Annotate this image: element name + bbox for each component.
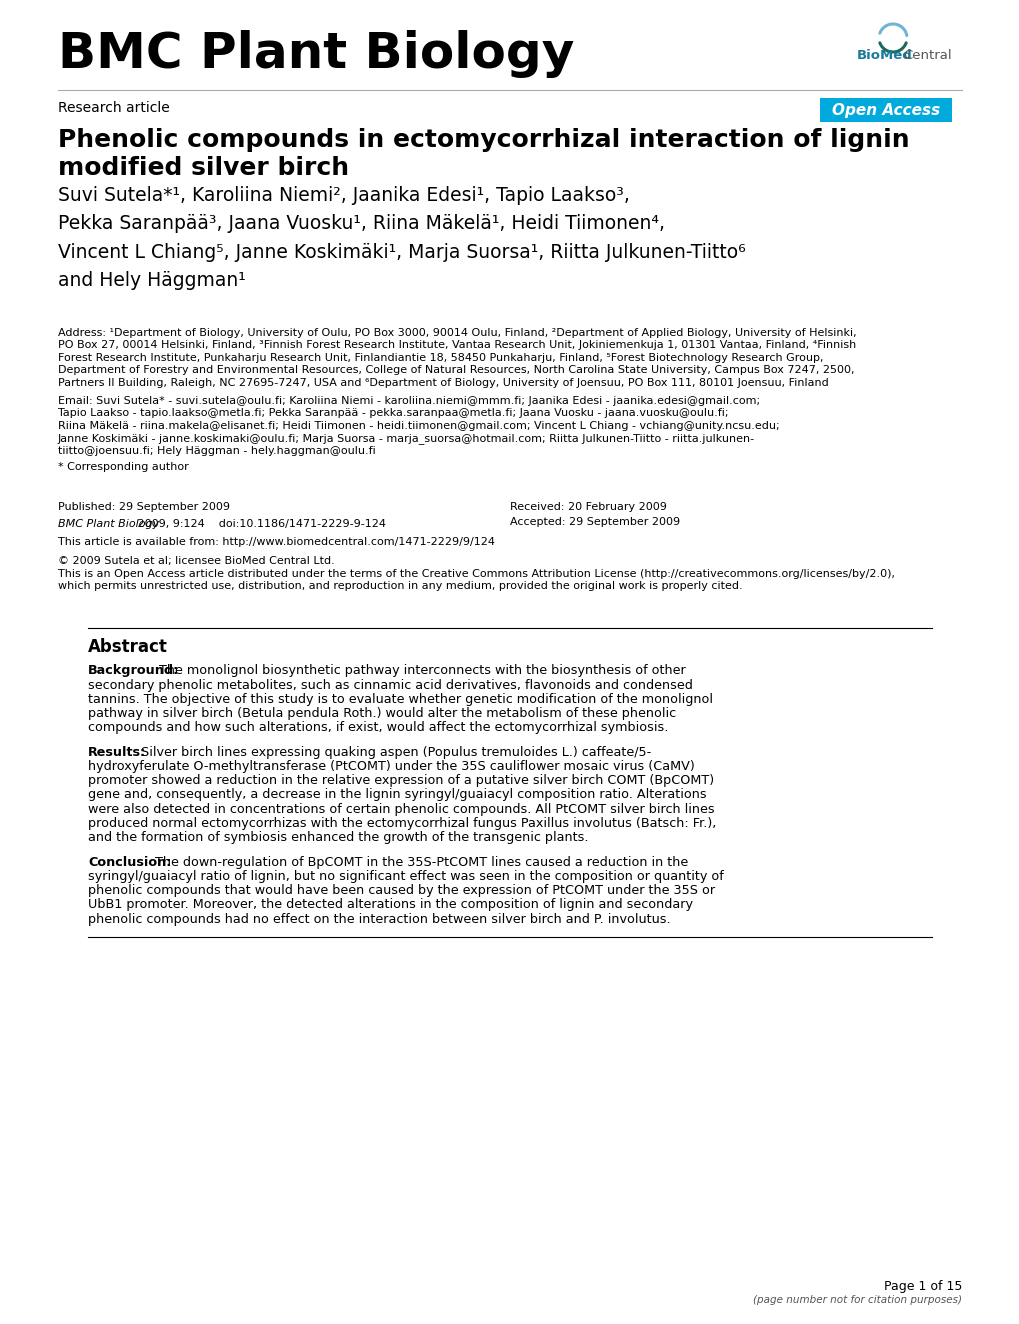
Text: gene and, consequently, a decrease in the lignin syringyl/guaiacyl composition r: gene and, consequently, a decrease in th… — [88, 789, 706, 801]
Text: Email: Suvi Sutela* - suvi.sutela@oulu.fi; Karoliina Niemi - karoliina.niemi@mmm: Email: Suvi Sutela* - suvi.sutela@oulu.f… — [58, 396, 759, 406]
Text: compounds and how such alterations, if exist, would affect the ectomycorrhizal s: compounds and how such alterations, if e… — [88, 722, 667, 735]
Text: Results:: Results: — [88, 745, 146, 759]
Text: UbB1 promoter. Moreover, the detected alterations in the composition of lignin a: UbB1 promoter. Moreover, the detected al… — [88, 898, 692, 911]
Text: phenolic compounds that would have been caused by the expression of PtCOMT under: phenolic compounds that would have been … — [88, 884, 714, 898]
Text: Open Access: Open Access — [832, 102, 940, 118]
Text: syringyl/guaiacyl ratio of lignin, but no significant effect was seen in the com: syringyl/guaiacyl ratio of lignin, but n… — [88, 870, 723, 883]
Text: Janne Koskimäki - janne.koskimaki@oulu.fi; Marja Suorsa - marja_suorsa@hotmail.c: Janne Koskimäki - janne.koskimaki@oulu.f… — [58, 433, 754, 444]
Text: and the formation of symbiosis enhanced the growth of the transgenic plants.: and the formation of symbiosis enhanced … — [88, 831, 588, 845]
Text: Pekka Saranpää³, Jaana Vuosku¹, Riina Mäkelä¹, Heidi Tiimonen⁴,: Pekka Saranpää³, Jaana Vuosku¹, Riina Mä… — [58, 214, 664, 233]
FancyBboxPatch shape — [819, 98, 951, 122]
Text: which permits unrestricted use, distribution, and reproduction in any medium, pr: which permits unrestricted use, distribu… — [58, 581, 742, 592]
Text: Partners II Building, Raleigh, NC 27695-7247, USA and ⁶Department of Biology, Un: Partners II Building, Raleigh, NC 27695-… — [58, 377, 828, 388]
Text: produced normal ectomycorrhizas with the ectomycorrhizal fungus Paxillus involut: produced normal ectomycorrhizas with the… — [88, 817, 715, 830]
Text: Vincent L Chiang⁵, Janne Koskimäki¹, Marja Suorsa¹, Riitta Julkunen-Tiitto⁶: Vincent L Chiang⁵, Janne Koskimäki¹, Mar… — [58, 242, 745, 262]
Text: Research article: Research article — [58, 101, 169, 115]
Text: modified silver birch: modified silver birch — [58, 156, 348, 180]
Text: Tapio Laakso - tapio.laakso@metla.fi; Pekka Saranpää - pekka.saranpaa@metla.fi; : Tapio Laakso - tapio.laakso@metla.fi; Pe… — [58, 408, 728, 418]
Text: Silver birch lines expressing quaking aspen (Populus tremuloides L.) caffeate/5-: Silver birch lines expressing quaking as… — [141, 745, 650, 759]
Text: Accepted: 29 September 2009: Accepted: 29 September 2009 — [510, 516, 680, 527]
Text: Published: 29 September 2009: Published: 29 September 2009 — [58, 502, 229, 512]
Text: This is an Open Access article distributed under the terms of the Creative Commo: This is an Open Access article distribut… — [58, 569, 894, 579]
Text: Forest Research Institute, Punkaharju Research Unit, Finlandiantie 18, 58450 Pun: Forest Research Institute, Punkaharju Re… — [58, 352, 822, 363]
Text: hydroxyferulate O-methyltransferase (PtCOMT) under the 35S cauliflower mosaic vi: hydroxyferulate O-methyltransferase (PtC… — [88, 760, 694, 773]
Text: BMC Plant Biology: BMC Plant Biology — [58, 519, 159, 528]
Text: Background:: Background: — [88, 665, 179, 678]
Text: tiitto@joensuu.fi; Hely Häggman - hely.haggman@oulu.fi: tiitto@joensuu.fi; Hely Häggman - hely.h… — [58, 446, 375, 455]
Text: The monolignol biosynthetic pathway interconnects with the biosynthesis of other: The monolignol biosynthetic pathway inte… — [159, 665, 685, 678]
Text: 2009, 9:124    doi:10.1186/1471-2229-9-124: 2009, 9:124 doi:10.1186/1471-2229-9-124 — [133, 519, 385, 528]
Text: * Corresponding author: * Corresponding author — [58, 462, 189, 471]
Text: were also detected in concentrations of certain phenolic compounds. All PtCOMT s: were also detected in concentrations of … — [88, 802, 714, 816]
Text: promoter showed a reduction in the relative expression of a putative silver birc: promoter showed a reduction in the relat… — [88, 775, 713, 788]
Text: © 2009 Sutela et al; licensee BioMed Central Ltd.: © 2009 Sutela et al; licensee BioMed Cen… — [58, 556, 334, 565]
Text: PO Box 27, 00014 Helsinki, Finland, ³Finnish Forest Research Institute, Vantaa R: PO Box 27, 00014 Helsinki, Finland, ³Fin… — [58, 340, 855, 351]
Text: Riina Mäkelä - riina.makela@elisanet.fi; Heidi Tiimonen - heidi.tiimonen@gmail.c: Riina Mäkelä - riina.makela@elisanet.fi;… — [58, 421, 779, 430]
Text: phenolic compounds had no effect on the interaction between silver birch and P. : phenolic compounds had no effect on the … — [88, 912, 669, 925]
Text: Conclusion:: Conclusion: — [88, 855, 171, 869]
Text: pathway in silver birch (Betula pendula Roth.) would alter the metabolism of the: pathway in silver birch (Betula pendula … — [88, 707, 676, 720]
Text: The down-regulation of BpCOMT in the 35S-PtCOMT lines caused a reduction in the: The down-regulation of BpCOMT in the 35S… — [155, 855, 688, 869]
Text: Address: ¹Department of Biology, University of Oulu, PO Box 3000, 90014 Oulu, Fi: Address: ¹Department of Biology, Univers… — [58, 328, 856, 338]
Text: secondary phenolic metabolites, such as cinnamic acid derivatives, flavonoids an: secondary phenolic metabolites, such as … — [88, 679, 692, 691]
Text: Department of Forestry and Environmental Resources, College of Natural Resources: Department of Forestry and Environmental… — [58, 365, 854, 375]
Text: Received: 20 February 2009: Received: 20 February 2009 — [510, 502, 666, 512]
Text: BioMed: BioMed — [856, 49, 912, 62]
Text: Phenolic compounds in ectomycorrhizal interaction of lignin: Phenolic compounds in ectomycorrhizal in… — [58, 128, 909, 152]
Text: Suvi Sutela*¹, Karoliina Niemi², Jaanika Edesi¹, Tapio Laakso³,: Suvi Sutela*¹, Karoliina Niemi², Jaanika… — [58, 185, 630, 205]
Text: and Hely Häggman¹: and Hely Häggman¹ — [58, 271, 246, 290]
Text: tannins. The objective of this study is to evaluate whether genetic modification: tannins. The objective of this study is … — [88, 692, 712, 706]
Text: (page number not for citation purposes): (page number not for citation purposes) — [752, 1295, 961, 1305]
Text: Central: Central — [902, 49, 951, 62]
Text: Abstract: Abstract — [88, 638, 168, 657]
Text: Page 1 of 15: Page 1 of 15 — [882, 1280, 961, 1294]
Text: BMC Plant Biology: BMC Plant Biology — [58, 30, 574, 78]
Text: This article is available from: http://www.biomedcentral.com/1471-2229/9/124: This article is available from: http://w… — [58, 538, 494, 547]
